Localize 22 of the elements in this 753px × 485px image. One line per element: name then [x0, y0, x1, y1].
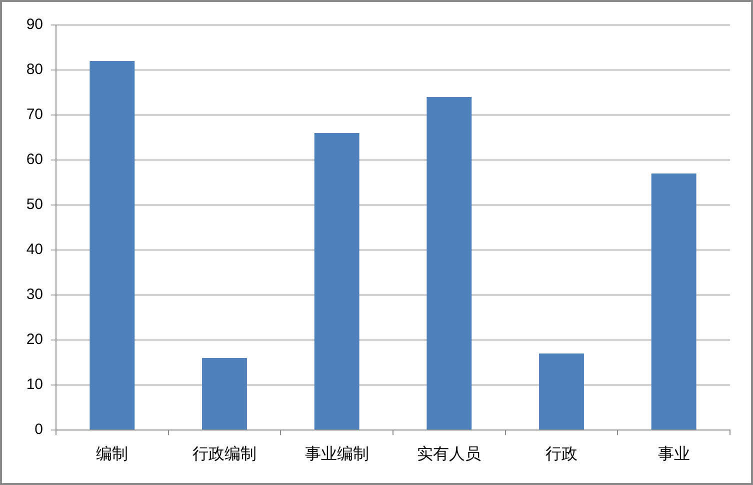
- bar: [539, 354, 584, 430]
- y-tick-label: 80: [26, 61, 43, 78]
- y-tick-label: 10: [26, 376, 43, 394]
- x-tick-label: 实有人员: [417, 445, 482, 464]
- x-tick-label: 行政: [546, 446, 578, 464]
- y-tick-label: 30: [26, 286, 43, 304]
- y-tick-label: 0: [34, 421, 43, 438]
- x-tick-label: 行政编制: [192, 445, 256, 464]
- bar: [90, 61, 135, 430]
- y-tick-label: 70: [26, 106, 43, 124]
- x-tick-label: 编制: [96, 445, 128, 464]
- bar: [426, 97, 472, 430]
- x-tick-label: 事业: [658, 445, 690, 464]
- y-tick-label: 40: [26, 241, 43, 258]
- y-tick-label: 50: [26, 196, 43, 214]
- y-tick-label: 90: [26, 16, 43, 34]
- bar: [202, 358, 247, 430]
- bar: [651, 174, 696, 430]
- y-tick-label: 20: [26, 331, 43, 348]
- bar: [314, 133, 360, 430]
- x-tick-label: 事业编制: [304, 445, 369, 464]
- y-tick-label: 60: [26, 151, 43, 168]
